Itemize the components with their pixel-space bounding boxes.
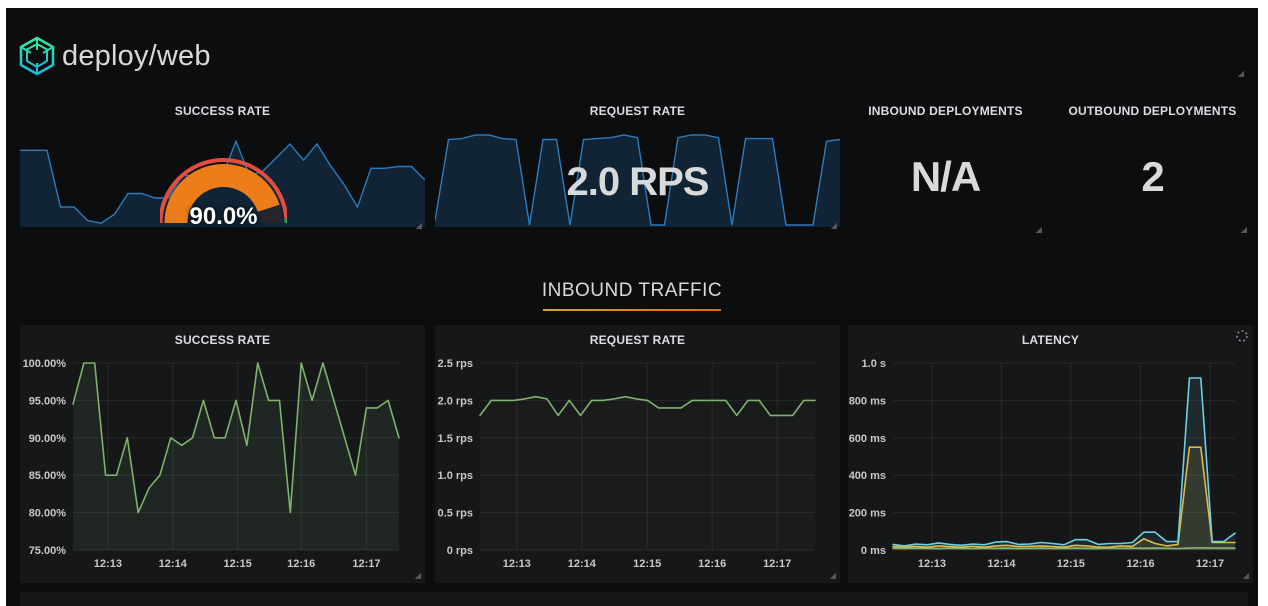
svg-text:1.0 s: 1.0 s xyxy=(862,358,886,370)
svg-text:12:15: 12:15 xyxy=(224,558,252,570)
panel-inbound-deployments[interactable]: INBOUND DEPLOYMENTS N/A xyxy=(848,96,1043,232)
gauge-value: 90.0% xyxy=(189,203,258,230)
svg-text:400 ms: 400 ms xyxy=(849,470,886,482)
panel-title-request-rate-chart[interactable]: REQUEST RATE xyxy=(589,333,686,347)
svg-text:90.00%: 90.00% xyxy=(29,433,67,445)
panel-resize-handle[interactable] xyxy=(1035,226,1042,233)
panel-latency-chart[interactable]: LATENCY 1.0 s 800 ms 600 ms 400 ms 200 ms 0 m… xyxy=(848,325,1253,583)
panel-request-rate-chart[interactable]: REQUEST RATE 2.5 rps 2.0 rps 1.5 rps 1.0 rp… xyxy=(435,325,840,583)
request-rate-sparkline xyxy=(435,134,840,227)
panel-title-request-rate[interactable]: REQUEST RATE xyxy=(589,104,686,118)
svg-text:85.00%: 85.00% xyxy=(29,470,67,482)
svg-text:0.5 rps: 0.5 rps xyxy=(438,508,473,520)
panel-resize-handle[interactable] xyxy=(1240,226,1247,233)
svg-text:95.00%: 95.00% xyxy=(29,395,67,407)
svg-text:1.0 rps: 1.0 rps xyxy=(438,470,473,482)
panel-title-latency-chart[interactable]: LATENCY xyxy=(1021,333,1080,347)
panel-resize-handle[interactable] xyxy=(1237,70,1244,77)
latency-chart[interactable]: 1.0 s 800 ms 600 ms 400 ms 200 ms 0 ms 12:13 12… xyxy=(848,325,1253,583)
svg-text:2.5 rps: 2.5 rps xyxy=(438,358,473,370)
dashboard-title: deploy/web xyxy=(62,39,211,72)
svg-text:75.00%: 75.00% xyxy=(29,545,67,557)
svg-text:12:16: 12:16 xyxy=(698,558,726,570)
panel-success-rate-chart[interactable]: SUCCESS RATE 100.00% 95.00% 90.00% 85.00% 80… xyxy=(20,325,425,583)
next-row-panel-partial xyxy=(20,592,1248,606)
svg-text:200 ms: 200 ms xyxy=(849,508,886,520)
svg-text:12:14: 12:14 xyxy=(159,558,188,570)
svg-text:0 rps: 0 rps xyxy=(447,545,473,557)
panel-resize-handle[interactable] xyxy=(829,572,836,579)
svg-text:600 ms: 600 ms xyxy=(849,433,886,445)
grafana-dashboard: deploy/web SUCCESS RATE 90.0% REQUEST RA… xyxy=(6,8,1258,606)
inbound-deployments-value: N/A xyxy=(910,153,981,200)
request-rate-value: 2.0 RPS xyxy=(566,160,710,204)
svg-text:100.00%: 100.00% xyxy=(23,358,67,370)
svg-text:2.0 rps: 2.0 rps xyxy=(438,395,473,407)
request-rate-chart[interactable]: 2.5 rps 2.0 rps 1.5 rps 1.0 rps 0.5 rps 0 rps… xyxy=(435,325,840,583)
panel-title-outbound-deployments[interactable]: OUTBOUND DEPLOYMENTS xyxy=(1068,104,1237,118)
panel-resize-handle[interactable] xyxy=(414,572,421,579)
section-underline xyxy=(543,309,721,311)
svg-text:12:15: 12:15 xyxy=(1057,558,1085,570)
svg-text:80.00%: 80.00% xyxy=(29,508,67,520)
success-rate-gauge: 90.0% xyxy=(158,145,289,230)
svg-text:1.5 rps: 1.5 rps xyxy=(438,433,473,445)
svg-text:800 ms: 800 ms xyxy=(849,395,886,407)
svg-text:0 ms: 0 ms xyxy=(861,545,886,557)
panel-resize-handle[interactable] xyxy=(830,222,837,229)
svg-text:12:17: 12:17 xyxy=(352,558,380,570)
svg-text:12:14: 12:14 xyxy=(568,558,597,570)
svg-text:12:17: 12:17 xyxy=(763,558,791,570)
svg-text:12:16: 12:16 xyxy=(287,558,315,570)
svg-text:12:15: 12:15 xyxy=(633,558,661,570)
panel-outbound-deployments[interactable]: OUTBOUND DEPLOYMENTS 2 xyxy=(1055,96,1250,232)
section-title: INBOUND TRAFFIC xyxy=(541,280,723,301)
panel-success-rate-stat[interactable]: SUCCESS RATE 90.0% xyxy=(20,96,425,232)
svg-text:12:16: 12:16 xyxy=(1127,558,1155,570)
panel-resize-handle[interactable] xyxy=(1242,572,1249,579)
svg-text:12:14: 12:14 xyxy=(987,558,1016,570)
section-inbound-traffic: INBOUND TRAFFIC xyxy=(6,280,1258,311)
success-rate-chart[interactable]: 100.00% 95.00% 90.00% 85.00% 80.00% 75.00% 12:… xyxy=(20,325,425,583)
panel-title-success-rate-chart[interactable]: SUCCESS RATE xyxy=(174,333,271,347)
panel-title-success-rate[interactable]: SUCCESS RATE xyxy=(174,104,271,118)
svg-text:12:13: 12:13 xyxy=(918,558,946,570)
svg-text:12:17: 12:17 xyxy=(1196,558,1224,570)
panel-title-inbound-deployments[interactable]: INBOUND DEPLOYMENTS xyxy=(868,104,1023,118)
panel-request-rate-stat[interactable]: REQUEST RATE 2.0 RPS xyxy=(435,96,840,232)
panel-resize-handle[interactable] xyxy=(415,222,422,229)
outbound-deployments-value: 2 xyxy=(1141,153,1164,200)
svg-text:12:13: 12:13 xyxy=(503,558,531,570)
loading-spinner-icon xyxy=(1236,330,1248,342)
linkerd-logo-icon xyxy=(19,36,55,76)
svg-text:12:13: 12:13 xyxy=(94,558,122,570)
dashboard-header: deploy/web xyxy=(18,34,211,78)
